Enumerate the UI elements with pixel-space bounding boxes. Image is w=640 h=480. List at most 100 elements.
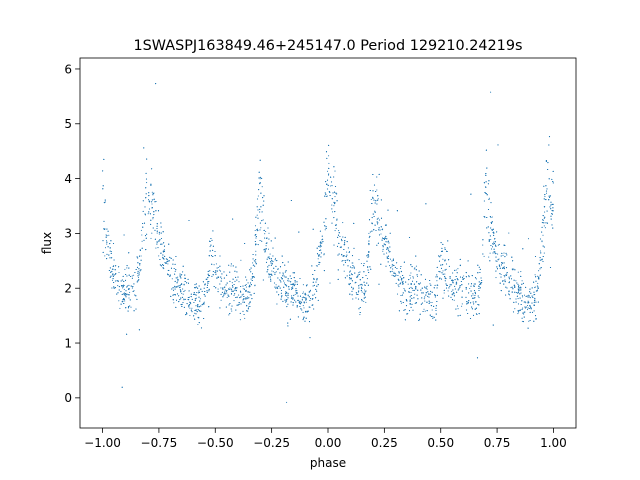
data-point bbox=[370, 198, 372, 201]
data-point bbox=[210, 237, 212, 240]
data-point bbox=[245, 276, 247, 278]
data-point bbox=[520, 289, 522, 291]
data-point bbox=[282, 273, 284, 275]
data-point bbox=[207, 281, 209, 283]
data-point bbox=[533, 320, 535, 322]
data-point bbox=[403, 277, 405, 279]
data-point bbox=[543, 225, 545, 227]
data-point bbox=[465, 288, 467, 290]
data-point bbox=[156, 243, 158, 245]
data-point bbox=[534, 274, 536, 276]
data-point bbox=[542, 219, 544, 221]
data-point bbox=[294, 293, 296, 296]
data-point bbox=[326, 195, 328, 198]
data-point bbox=[521, 283, 523, 285]
data-point bbox=[343, 270, 345, 272]
data-point bbox=[331, 185, 333, 187]
data-point bbox=[504, 256, 506, 258]
data-point bbox=[300, 301, 302, 303]
data-point bbox=[445, 287, 448, 289]
data-point bbox=[255, 254, 257, 256]
data-point bbox=[320, 249, 322, 251]
data-point bbox=[206, 291, 208, 293]
data-point bbox=[382, 244, 384, 247]
data-point bbox=[283, 286, 285, 288]
data-point bbox=[179, 289, 181, 291]
data-point bbox=[241, 294, 243, 296]
data-point bbox=[525, 306, 528, 308]
data-point bbox=[210, 244, 212, 246]
data-point bbox=[126, 286, 128, 288]
data-point bbox=[488, 197, 490, 199]
data-point bbox=[442, 243, 444, 245]
data-point bbox=[513, 284, 515, 286]
data-point bbox=[260, 192, 262, 194]
data-point bbox=[266, 271, 268, 273]
data-point bbox=[359, 306, 361, 309]
data-point bbox=[327, 174, 330, 176]
data-point bbox=[262, 219, 264, 221]
data-point bbox=[188, 306, 190, 308]
data-point bbox=[173, 302, 175, 304]
data-point bbox=[380, 217, 383, 219]
data-point bbox=[534, 299, 536, 301]
data-point bbox=[372, 190, 374, 192]
data-point bbox=[163, 250, 166, 253]
data-point bbox=[468, 276, 470, 278]
data-point bbox=[172, 287, 174, 289]
data-point bbox=[550, 204, 552, 206]
data-point bbox=[115, 273, 117, 275]
data-point bbox=[137, 270, 139, 272]
data-point bbox=[475, 301, 477, 303]
data-point bbox=[504, 281, 506, 283]
data-point bbox=[197, 292, 199, 294]
data-point bbox=[361, 300, 363, 302]
data-point bbox=[398, 310, 400, 312]
data-point bbox=[440, 278, 443, 280]
data-point bbox=[257, 217, 259, 219]
data-point bbox=[414, 267, 416, 269]
data-point bbox=[413, 268, 415, 270]
data-point bbox=[115, 265, 117, 267]
data-point bbox=[487, 183, 489, 185]
data-point bbox=[255, 233, 257, 236]
data-point bbox=[493, 248, 495, 250]
data-point bbox=[527, 327, 529, 329]
data-point bbox=[259, 211, 261, 213]
data-point bbox=[276, 260, 278, 262]
data-point bbox=[228, 314, 230, 316]
data-point bbox=[545, 160, 547, 163]
data-point bbox=[327, 184, 329, 186]
data-point bbox=[355, 297, 357, 299]
data-point bbox=[360, 290, 362, 292]
data-point bbox=[446, 250, 448, 253]
data-point bbox=[490, 222, 492, 224]
data-point bbox=[402, 280, 404, 282]
data-point bbox=[267, 269, 269, 271]
data-point bbox=[373, 199, 375, 201]
data-point bbox=[435, 305, 437, 307]
data-point bbox=[436, 300, 438, 303]
data-point bbox=[207, 282, 209, 285]
data-point bbox=[457, 279, 459, 281]
data-point bbox=[239, 319, 241, 321]
data-point bbox=[209, 270, 211, 272]
data-point bbox=[333, 166, 335, 168]
data-point bbox=[370, 268, 372, 270]
data-point bbox=[108, 269, 110, 272]
data-point bbox=[273, 282, 276, 284]
data-point bbox=[103, 202, 105, 204]
data-point bbox=[113, 265, 115, 267]
data-point bbox=[505, 294, 507, 296]
data-point bbox=[372, 197, 374, 199]
data-point bbox=[188, 290, 190, 292]
data-point bbox=[255, 250, 257, 252]
data-point bbox=[307, 310, 309, 312]
data-point bbox=[145, 249, 147, 251]
data-point bbox=[351, 280, 353, 282]
data-point bbox=[200, 327, 203, 329]
data-point bbox=[257, 195, 259, 197]
data-point bbox=[197, 305, 199, 307]
data-point bbox=[501, 262, 504, 264]
data-point bbox=[431, 309, 433, 311]
